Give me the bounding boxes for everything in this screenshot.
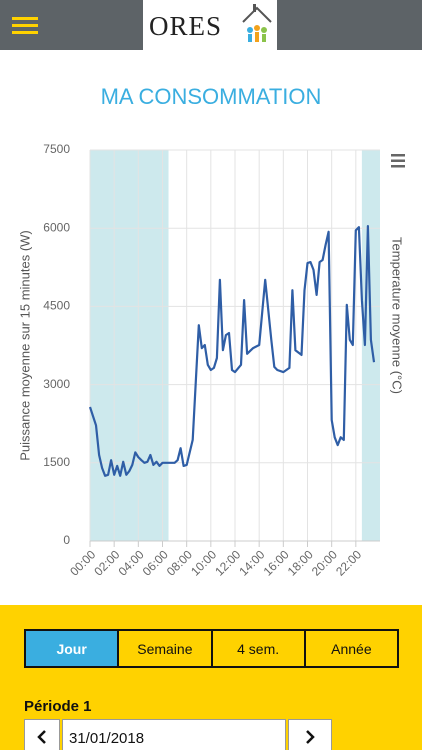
x-tick-label: 00:00 <box>67 547 98 578</box>
x-tick-label: 08:00 <box>164 547 195 578</box>
y-axis-label: Puissance moyenne sur 15 minutes (W) <box>17 230 32 460</box>
x-tick-label: 14:00 <box>236 547 267 578</box>
date-input[interactable]: 31/01/2018 <box>62 719 286 750</box>
next-button[interactable] <box>288 719 332 750</box>
x-tick-label: 16:00 <box>261 547 292 578</box>
x-tick-label: 02:00 <box>91 547 122 578</box>
tab[interactable]: Jour <box>26 631 118 666</box>
period-tabs: Jour Semaine 4 sem. Année <box>24 629 399 668</box>
period-label: Période 1 <box>24 698 92 715</box>
series-line <box>88 225 376 477</box>
header: ORES <box>0 0 422 50</box>
x-tick-label: 04:00 <box>116 547 147 578</box>
page-title: MA CONSOMMATION <box>100 84 322 109</box>
tab[interactable]: Année <box>303 631 397 666</box>
chart-menu[interactable] <box>391 154 405 168</box>
plot-band <box>90 150 169 541</box>
y-tick-label: 4500 <box>43 299 70 313</box>
y-tick-label: 6000 <box>43 220 70 234</box>
x-tick-label: 06:00 <box>140 547 171 578</box>
logo-text: ORES <box>149 11 223 41</box>
y-tick-label: 7500 <box>43 142 70 156</box>
x-tick-label: 22:00 <box>333 547 364 578</box>
y-tick-label: 1500 <box>43 455 70 469</box>
y-tick-label: 3000 <box>43 377 70 391</box>
x-tick-label: 12:00 <box>212 547 243 578</box>
tab[interactable]: 4 sem. <box>210 631 304 666</box>
x-tick-label: 18:00 <box>285 547 316 578</box>
prev-button[interactable] <box>24 719 60 750</box>
chart: 0 1500 3000 4500 6000 7500 00:0002:0004:0006:0… <box>17 142 405 579</box>
y-tick-label: 0 <box>63 533 70 547</box>
x-tick-label: 10:00 <box>188 547 219 578</box>
controls-panel: Jour Semaine 4 sem. Année Période 1 31/01/2… <box>0 605 422 750</box>
x-tick-label: 20:00 <box>309 547 340 578</box>
y2-axis-label: Temperature moyenne (°C) <box>390 237 405 394</box>
date-picker: 31/01/2018 <box>24 719 334 750</box>
tab[interactable]: Semaine <box>117 631 210 666</box>
menu-button[interactable] <box>10 0 50 50</box>
logo-icon <box>242 4 272 42</box>
logo: ORES <box>143 0 277 50</box>
